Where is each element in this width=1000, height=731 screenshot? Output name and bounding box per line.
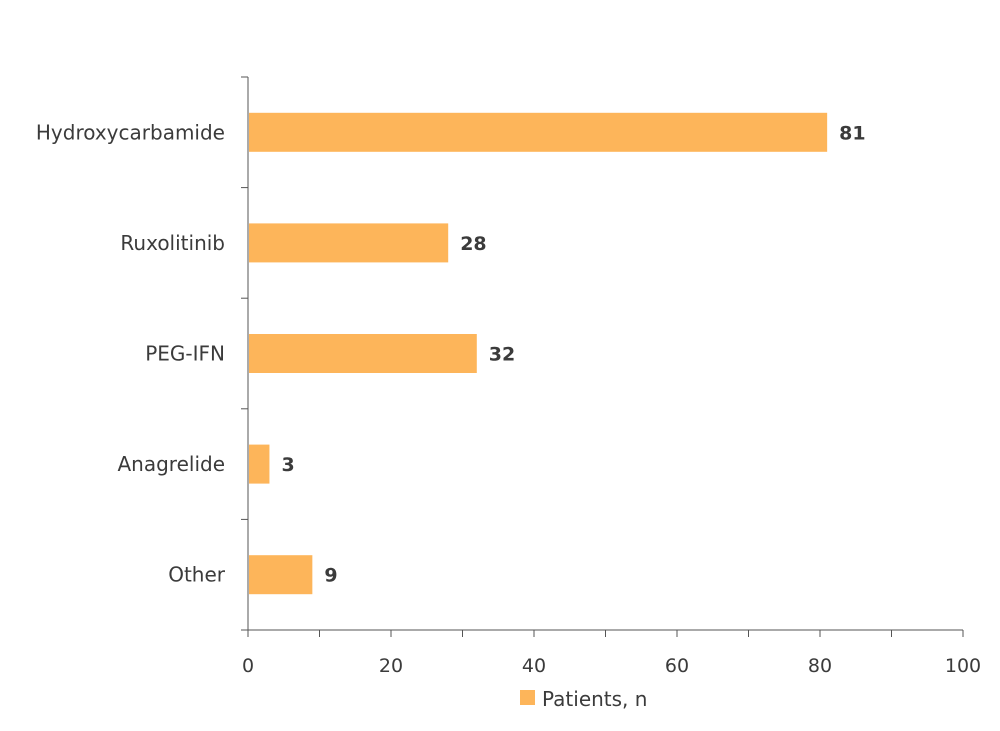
bar-other xyxy=(249,555,313,595)
bar-series xyxy=(249,112,828,595)
data-label: 28 xyxy=(460,233,486,255)
bar-ruxolitinib xyxy=(249,223,449,263)
legend-label: Patients, n xyxy=(542,687,647,711)
data-label: 9 xyxy=(324,565,337,587)
category-label: Anagrelide xyxy=(117,452,225,476)
data-label: 3 xyxy=(281,454,294,476)
chart-legend: Patients, n xyxy=(520,687,647,711)
legend-swatch xyxy=(520,690,535,705)
x-tick-label: 0 xyxy=(242,655,254,677)
x-tick-label: 60 xyxy=(665,655,689,677)
bar-hydroxycarbamide xyxy=(249,112,828,152)
bar-peg-ifn xyxy=(249,334,477,373)
x-axis-ticks: 0 20 40 60 80 100 xyxy=(242,630,981,677)
x-tick-label: 80 xyxy=(808,655,832,677)
category-label: PEG-IFN xyxy=(145,342,225,366)
category-label: Hydroxycarbamide xyxy=(36,120,225,144)
data-label: 81 xyxy=(839,122,865,144)
bar-anagrelide xyxy=(249,444,270,484)
data-label: 32 xyxy=(489,344,515,366)
x-tick-label: 20 xyxy=(379,655,403,677)
category-label: Ruxolitinib xyxy=(120,231,225,255)
x-tick-label: 40 xyxy=(522,655,546,677)
value-labels: 81 28 32 3 9 xyxy=(281,122,865,586)
category-labels: Hydroxycarbamide Ruxolitinib PEG-IFN Anagre… xyxy=(36,120,226,586)
x-tick-label: 100 xyxy=(945,655,981,677)
category-label: Other xyxy=(168,563,226,587)
